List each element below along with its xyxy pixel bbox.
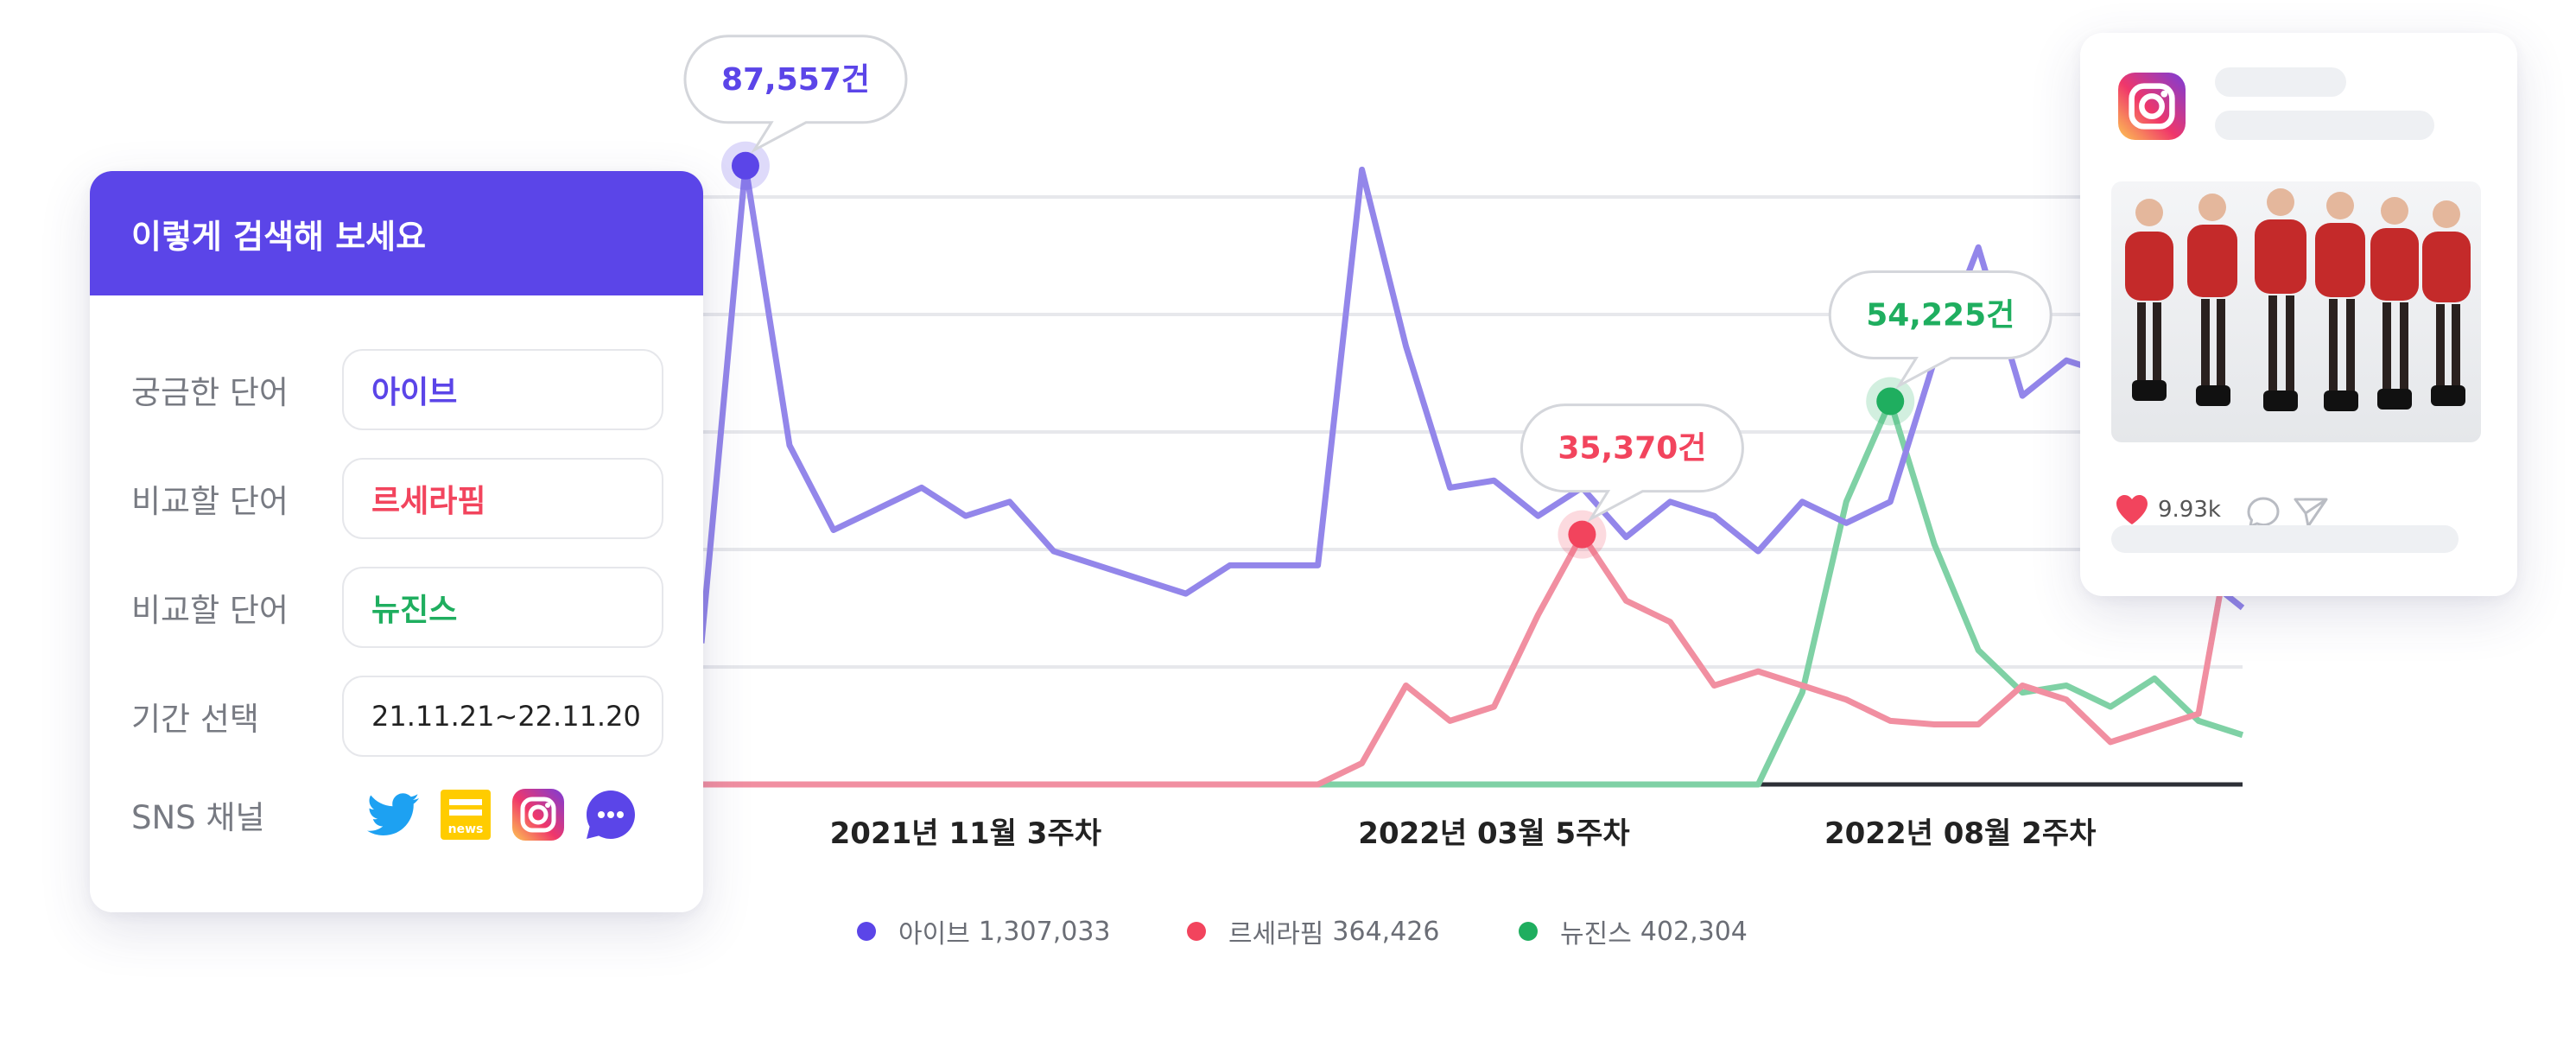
heart-icon[interactable] <box>2115 494 2149 525</box>
period-input[interactable]: 21.11.21~22.11.20 <box>342 676 663 757</box>
x-tick-label: 2021년 11월 3주차 <box>830 816 1101 851</box>
peak-callout-label: 87,557건 <box>721 62 870 98</box>
search-row-compare-2: 비교할 단어 뉴진스 <box>131 567 663 648</box>
series-line-2 <box>701 397 2244 788</box>
chart-grid <box>701 195 2243 669</box>
compare-input-1[interactable]: 르세라핌 <box>342 458 663 539</box>
legend-dot-ive <box>857 922 876 941</box>
likes-count: 9.93k <box>2158 497 2221 523</box>
x-tick-label: 2022년 08월 2주차 <box>1824 816 2096 851</box>
x-tick-label: 2022년 03월 5주차 <box>1358 816 1629 851</box>
svg-text:news: news <box>448 822 484 836</box>
peak-callout-label: 54,225건 <box>1866 297 2014 333</box>
search-row-period: 기간 선택 21.11.21~22.11.20 <box>131 676 663 757</box>
legend-name-newjeans: 뉴진스 <box>1560 919 1632 949</box>
search-panel-header: 이렇게 검색해 보세요 <box>90 171 703 295</box>
peak-callout-label: 35,370건 <box>1558 431 1706 467</box>
search-row-compare-1: 비교할 단어 르세라핌 <box>131 458 663 539</box>
peak-marker[interactable] <box>1568 520 1596 549</box>
peak-marker[interactable] <box>1876 387 1905 416</box>
series-line-1 <box>701 466 2246 788</box>
share-icon[interactable] <box>2293 496 2329 529</box>
peak-callout-bubble <box>1520 403 1744 523</box>
search-panel-title: 이렇게 검색해 보세요 <box>131 217 427 256</box>
legend-name-ive: 아이브 <box>898 919 970 949</box>
chat-icon[interactable] <box>584 788 638 841</box>
twitter-icon[interactable] <box>366 788 420 841</box>
keyword-label: 궁금한 단어 <box>131 374 289 411</box>
legend-total-lesserafim: 364,426 <box>1332 916 1440 947</box>
series-line-0 <box>698 162 2245 644</box>
instagram-icon[interactable] <box>511 788 565 841</box>
peak-marker[interactable] <box>731 151 759 180</box>
peak-callout-bubble <box>683 35 908 154</box>
compare-label-2: 비교할 단어 <box>131 592 289 629</box>
likes: 9.93k <box>2115 494 2221 525</box>
legend-dot-lesserafim <box>1187 922 1206 941</box>
legend-total-ive: 1,307,033 <box>978 916 1111 947</box>
search-panel: 이렇게 검색해 보세요 궁금한 단어 아이브 비교할 단어 르세라핌 비교할 단… <box>90 171 703 912</box>
sns-label: SNS 채널 <box>131 799 265 836</box>
keyword-input[interactable]: 아이브 <box>342 349 663 430</box>
post-photo <box>2111 181 2481 442</box>
period-label: 기간 선택 <box>131 701 259 738</box>
comment-icon[interactable] <box>2246 496 2281 529</box>
instagram-icon <box>2118 73 2186 140</box>
legend-name-lesserafim: 르세라핌 <box>1228 919 1324 949</box>
legend-item-ive: 아이브 1,307,033 <box>857 912 1111 950</box>
social-post-card: 9.93k <box>2080 33 2517 596</box>
peak-callout-bubble <box>1828 270 2053 390</box>
legend-dot-newjeans <box>1519 922 1538 941</box>
news-icon[interactable]: news <box>439 788 492 841</box>
legend-item-newjeans: 뉴진스 402,304 <box>1519 912 1748 950</box>
compare-input-2[interactable]: 뉴진스 <box>342 567 663 648</box>
username-skeleton <box>2215 67 2346 97</box>
caption-skeleton <box>2215 111 2434 140</box>
comment-skeleton <box>2111 525 2459 553</box>
legend-item-lesserafim: 르세라핌 364,426 <box>1187 912 1439 950</box>
search-row-sns: SNS 채널 news <box>131 788 663 841</box>
sns-icons: news <box>366 788 638 841</box>
compare-label-1: 비교할 단어 <box>131 483 289 520</box>
search-row-keyword: 궁금한 단어 아이브 <box>131 349 663 430</box>
legend-total-newjeans: 402,304 <box>1640 916 1748 947</box>
